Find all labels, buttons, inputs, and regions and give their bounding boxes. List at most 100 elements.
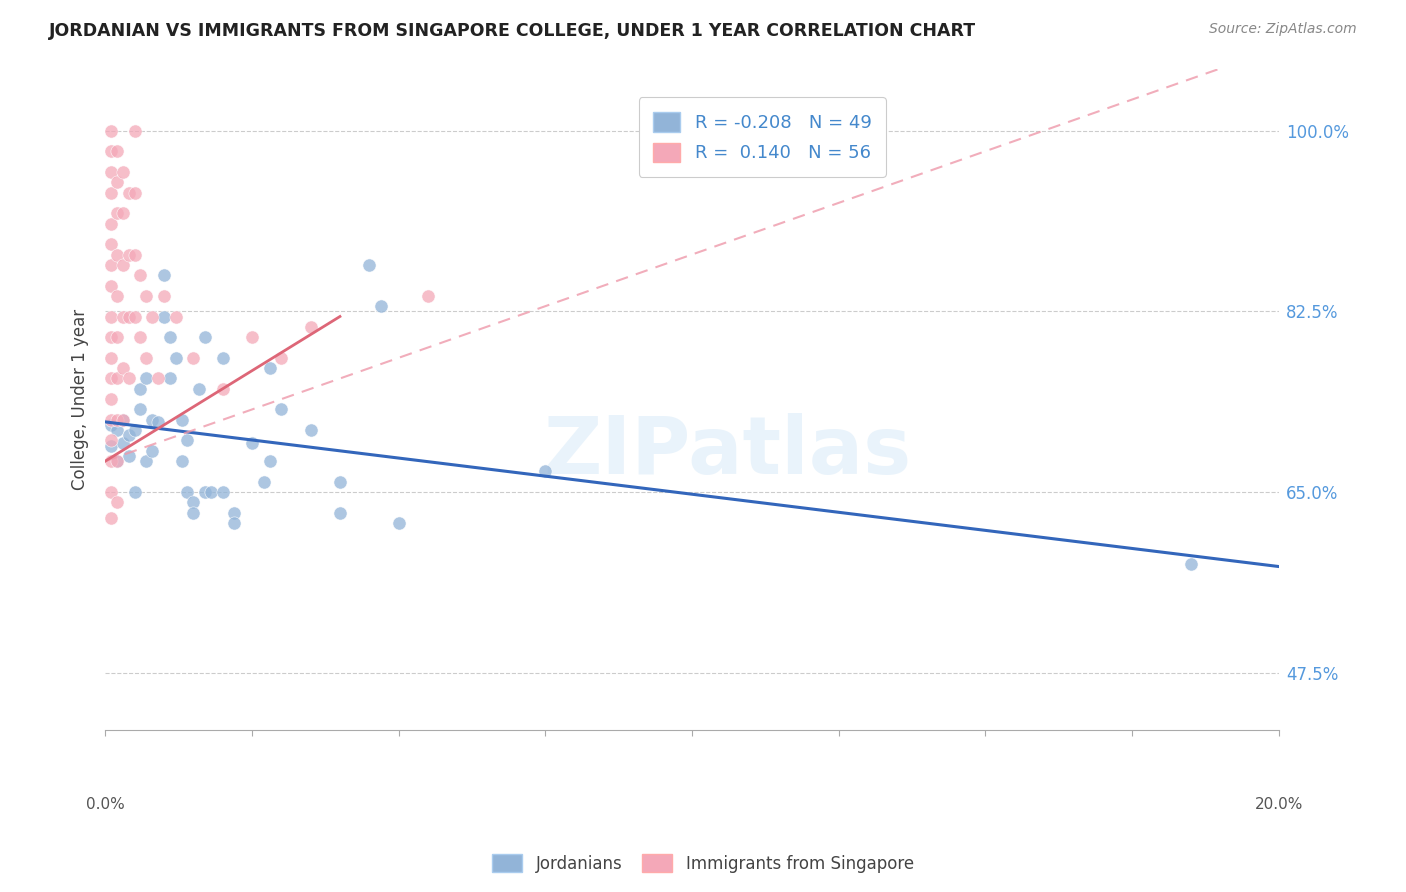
Point [188, 382, 211, 396]
Point [153, 289, 176, 303]
Point [111, 310, 134, 324]
Point [329, 475, 352, 489]
Point [194, 485, 217, 500]
Point [153, 268, 176, 282]
Point [135, 454, 157, 468]
Point [124, 123, 146, 137]
Point [124, 186, 146, 200]
Point [100, 371, 122, 385]
Point [159, 330, 181, 344]
Point [100, 417, 122, 432]
Point [100, 351, 122, 365]
Point [416, 289, 439, 303]
Point [224, 506, 246, 520]
Point [105, 330, 128, 344]
Point [100, 485, 122, 500]
Point [111, 258, 134, 272]
Point [124, 247, 146, 261]
Point [118, 247, 141, 261]
Point [105, 423, 128, 437]
Text: Source: ZipAtlas.com: Source: ZipAtlas.com [1209, 22, 1357, 37]
Point [105, 454, 128, 468]
Point [181, 351, 204, 365]
Point [153, 310, 176, 324]
Point [105, 454, 128, 468]
Point [100, 123, 122, 137]
Point [100, 258, 122, 272]
Text: JORDANIAN VS IMMIGRANTS FROM SINGAPORE COLLEGE, UNDER 1 YEAR CORRELATION CHART: JORDANIAN VS IMMIGRANTS FROM SINGAPORE C… [49, 22, 976, 40]
Point [259, 361, 281, 376]
Point [240, 435, 263, 450]
Point [111, 413, 134, 427]
Text: 20.0%: 20.0% [1254, 797, 1303, 812]
Point [105, 413, 128, 427]
Point [124, 423, 146, 437]
Point [1180, 558, 1202, 572]
Point [159, 371, 181, 385]
Point [181, 495, 204, 509]
Point [534, 465, 557, 479]
Point [253, 475, 276, 489]
Point [135, 351, 157, 365]
Point [100, 413, 122, 427]
Point [111, 165, 134, 179]
Point [270, 351, 292, 365]
Point [100, 454, 122, 468]
Point [100, 217, 122, 231]
Point [129, 402, 152, 417]
Point [211, 351, 233, 365]
Point [105, 495, 128, 509]
Point [105, 206, 128, 220]
Point [141, 413, 163, 427]
Point [124, 485, 146, 500]
Point [100, 237, 122, 252]
Point [105, 247, 128, 261]
Point [100, 186, 122, 200]
Point [141, 310, 163, 324]
Point [170, 454, 193, 468]
Point [118, 371, 141, 385]
Point [118, 428, 141, 442]
Point [118, 186, 141, 200]
Point [200, 485, 222, 500]
Point [105, 175, 128, 189]
Point [224, 516, 246, 530]
Point [129, 382, 152, 396]
Point [111, 413, 134, 427]
Point [105, 289, 128, 303]
Point [129, 268, 152, 282]
Point [100, 144, 122, 158]
Legend: Jordanians, Immigrants from Singapore: Jordanians, Immigrants from Singapore [485, 847, 921, 880]
Point [141, 443, 163, 458]
Point [100, 511, 122, 525]
Point [100, 330, 122, 344]
Point [105, 371, 128, 385]
Point [100, 434, 122, 448]
Point [118, 310, 141, 324]
Point [118, 449, 141, 463]
Point [100, 165, 122, 179]
Point [100, 278, 122, 293]
Text: 0.0%: 0.0% [86, 797, 125, 812]
Point [176, 485, 198, 500]
Point [146, 415, 169, 429]
Point [270, 402, 292, 417]
Point [259, 454, 281, 468]
Point [181, 506, 204, 520]
Point [105, 144, 128, 158]
Point [111, 206, 134, 220]
Point [111, 361, 134, 376]
Point [146, 371, 169, 385]
Point [299, 319, 322, 334]
Point [370, 299, 392, 313]
Point [240, 330, 263, 344]
Text: ZIPatlas: ZIPatlas [543, 413, 911, 491]
Point [211, 382, 233, 396]
Point [299, 423, 322, 437]
Point [100, 310, 122, 324]
Point [129, 330, 152, 344]
Legend: R = -0.208   N = 49, R =  0.140   N = 56: R = -0.208 N = 49, R = 0.140 N = 56 [638, 97, 886, 177]
Point [111, 435, 134, 450]
Point [194, 330, 217, 344]
Point [329, 506, 352, 520]
